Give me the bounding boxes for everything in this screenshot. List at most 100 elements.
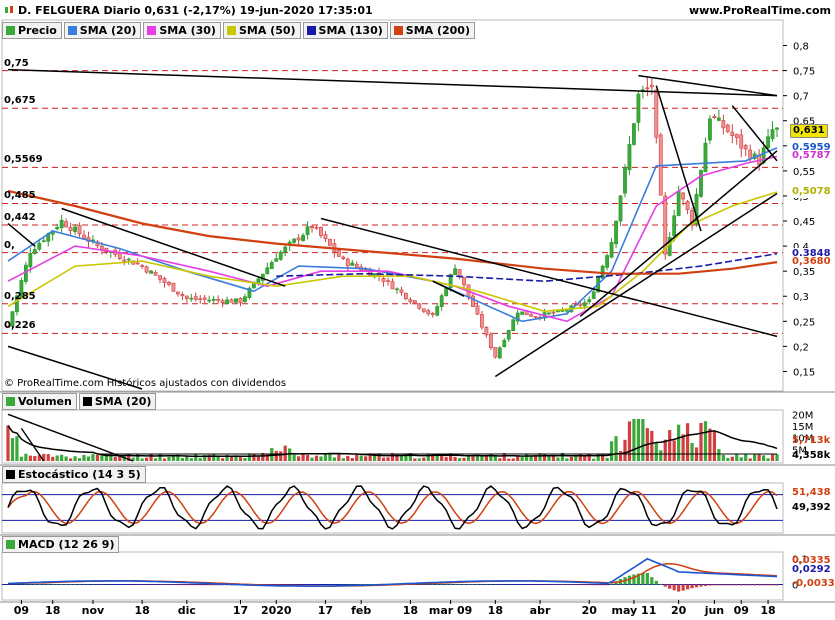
volume-bar <box>596 453 600 461</box>
macd-histogram-bar <box>60 583 64 585</box>
candle-body <box>247 287 252 298</box>
x-tick-label: 2020 <box>261 604 292 617</box>
legend-swatch <box>147 25 157 35</box>
candle-body <box>511 319 516 331</box>
legend-item[interactable]: SMA (50) <box>222 21 301 39</box>
candle-body <box>243 296 247 302</box>
candle-body <box>73 226 77 232</box>
candle-body <box>310 225 314 229</box>
volume-bar <box>33 456 37 461</box>
trend-line <box>7 345 143 390</box>
candle-body <box>19 279 24 298</box>
candle-body <box>323 234 328 240</box>
legend-item[interactable]: MACD (12 26 9) <box>2 535 120 553</box>
y-tick-label: 15M <box>792 422 813 433</box>
candle-body <box>770 129 775 140</box>
candle-body <box>488 333 493 349</box>
candle-body <box>10 311 15 327</box>
macd-histogram-bar <box>699 584 703 587</box>
site-url[interactable]: www.ProRealTime.com <box>688 4 831 17</box>
candle-body <box>623 167 627 194</box>
candle-body <box>609 241 614 258</box>
price-tag: 0,5787 <box>790 150 833 163</box>
volume-bar <box>413 458 417 461</box>
x-tick-label: 20 <box>671 604 687 617</box>
candle-body <box>578 303 583 306</box>
volume-bar <box>220 458 225 461</box>
macd-histogram-bar <box>636 573 641 585</box>
stoch-tag: 51,438 <box>792 487 831 498</box>
macd-histogram-bar <box>596 584 600 586</box>
candle-body <box>207 299 212 302</box>
legend-item[interactable]: SMA (130) <box>302 21 388 39</box>
macd-histogram-bar <box>609 583 614 585</box>
candle-body <box>395 288 399 291</box>
price-level-label: 0,675 <box>4 95 36 107</box>
x-tick-label: feb <box>351 604 371 617</box>
candle-body <box>149 270 153 274</box>
volume-bar <box>578 454 582 461</box>
volume-bar <box>677 424 681 461</box>
candle-body <box>471 295 475 307</box>
volume-bar <box>252 453 256 461</box>
candle-body <box>140 265 145 267</box>
x-tick-label: may 11 <box>612 604 657 617</box>
volume-bar <box>42 453 46 461</box>
volume-bar <box>86 456 91 461</box>
pane-frame <box>1 551 784 601</box>
macd-histogram-bar <box>761 584 766 586</box>
volume-bar <box>122 456 126 461</box>
legend-label: Volumen <box>18 394 72 408</box>
legend-swatch <box>306 25 316 35</box>
volume-bar <box>471 456 475 461</box>
volume-bar <box>234 456 238 461</box>
stochastic-legend: Estocástico (14 3 5) <box>2 465 148 483</box>
legend-item[interactable]: Precio <box>2 21 62 39</box>
macd-histogram-bar <box>659 584 663 585</box>
macd-line <box>7 557 778 587</box>
volume-bar <box>390 453 395 461</box>
volume-bar <box>672 440 676 461</box>
volume-bar <box>717 449 721 461</box>
legend-item[interactable]: Volumen <box>2 392 77 410</box>
candle-body <box>497 347 502 359</box>
legend-item[interactable]: SMA (30) <box>143 21 221 39</box>
candle-body <box>766 136 770 149</box>
candle-body <box>743 145 748 150</box>
candle-body <box>167 281 171 285</box>
volume-bar <box>198 458 202 461</box>
volume-bar <box>663 439 667 461</box>
volume-bar <box>457 458 462 461</box>
candle-body <box>198 298 203 301</box>
legend-swatch <box>67 25 77 35</box>
volume-bar <box>373 454 377 461</box>
candle-body <box>520 311 525 315</box>
volume-bar <box>431 454 435 461</box>
copyright-note: © ProRealTime.com Históricos ajustados c… <box>4 378 287 389</box>
legend-item[interactable]: SMA (200) <box>389 21 475 39</box>
volume-bar <box>417 458 421 461</box>
volume-bar <box>422 457 426 461</box>
legend-item[interactable]: SMA (20) <box>78 392 157 410</box>
candle-icon <box>5 6 13 13</box>
legend-item[interactable]: SMA (20) <box>63 21 142 39</box>
macd-histogram-bar <box>453 583 457 585</box>
volume-bar <box>185 456 189 461</box>
macd-histogram-bar <box>721 584 725 586</box>
legend-item[interactable]: Estocástico (14 3 5) <box>2 465 146 483</box>
x-tick-label: 18 <box>134 604 149 617</box>
legend-swatch <box>6 396 15 406</box>
volume-bar <box>238 457 243 461</box>
volume-bar <box>144 457 149 461</box>
trend-line <box>579 150 778 317</box>
volume-bar <box>95 454 100 461</box>
macd-histogram-bar <box>587 584 591 586</box>
volume-bar <box>775 454 779 461</box>
volume-bar <box>243 458 247 461</box>
macd-histogram-bar <box>592 584 596 586</box>
candle-body <box>234 298 238 303</box>
volume-bar <box>466 455 471 461</box>
volume-bar <box>350 458 354 461</box>
volume-bar <box>542 454 547 461</box>
macd-histogram-bar <box>457 583 462 585</box>
